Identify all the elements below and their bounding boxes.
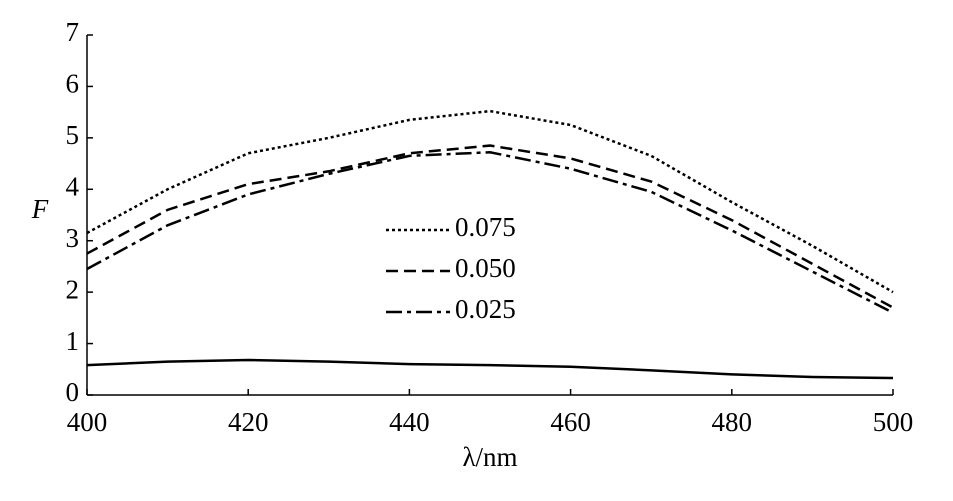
y-tick-label: 1 bbox=[66, 326, 80, 356]
legend-label: 0.075 bbox=[455, 212, 516, 242]
x-tick-label: 400 bbox=[67, 407, 108, 437]
legend-label: 0.050 bbox=[455, 253, 516, 283]
x-tick-label: 440 bbox=[389, 407, 430, 437]
y-tick-label: 6 bbox=[66, 69, 80, 99]
series-line bbox=[86, 151, 894, 314]
x-tick-label: 500 bbox=[873, 407, 914, 437]
y-tick-label: 0 bbox=[66, 377, 80, 407]
x-tick-label: 420 bbox=[228, 407, 269, 437]
legend-label: 0.025 bbox=[455, 294, 516, 324]
y-axis-label: F bbox=[31, 194, 49, 224]
x-tick-label: 460 bbox=[550, 407, 591, 437]
y-tick-label: 5 bbox=[66, 120, 80, 150]
x-tick-label: 480 bbox=[712, 407, 753, 437]
series-line bbox=[86, 358, 894, 380]
y-tick-label: 7 bbox=[66, 17, 80, 47]
series-line bbox=[86, 109, 894, 294]
x-axis-label: λ/nm bbox=[462, 442, 517, 472]
y-tick-label: 4 bbox=[66, 171, 80, 201]
series-line bbox=[86, 144, 894, 309]
y-tick-label: 3 bbox=[66, 223, 80, 253]
y-tick-label: 2 bbox=[66, 274, 80, 304]
